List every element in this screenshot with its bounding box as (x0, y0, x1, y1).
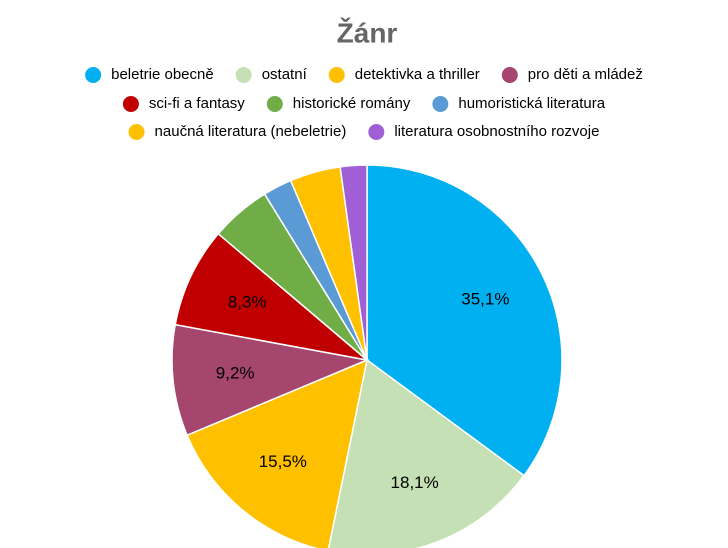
legend-row: naučná literatura (nebeletrie) literatura… (128, 123, 599, 140)
legend-marker (122, 96, 139, 112)
legend-label: detektivka a thriller (355, 66, 480, 83)
pie-slice (327, 358, 526, 548)
chart-title: Žánr (337, 17, 398, 48)
data-label: 15,5% (259, 452, 307, 471)
data-label: 9,2% (216, 364, 255, 383)
pie-slice (174, 232, 370, 362)
legend-marker (85, 67, 102, 83)
legend-row: beletrie obecně ostatní detektivka a thril… (85, 66, 643, 83)
legend-marker (235, 67, 252, 83)
legend-marker (328, 67, 345, 83)
pie-slice (366, 164, 563, 477)
legend-marker (501, 67, 518, 83)
legend-label: humoristická literatura (458, 95, 605, 112)
data-label: 8,3% (228, 293, 267, 312)
pie-slice (171, 323, 370, 437)
legend-marker (432, 96, 449, 112)
legend-marker (368, 124, 385, 140)
data-label: 35,1% (461, 290, 509, 309)
legend-label: naučná literatura (nebeletrie) (155, 123, 347, 140)
data-label: 18,1% (391, 473, 439, 492)
legend-marker (266, 96, 283, 112)
legend-label: sci-fi a fantasy (149, 95, 245, 112)
legend-label: pro děti a mládež (528, 66, 643, 83)
legend-label: beletrie obecně (111, 66, 214, 83)
legend-label: literatura osobnostního rozvoje (394, 123, 599, 140)
legend-row: sci-fi a fantasy historické romány humoris… (122, 95, 606, 112)
legend-marker (128, 124, 145, 140)
pie-slice (339, 164, 368, 361)
pie-slice (186, 358, 369, 548)
legend-label: ostatní (262, 66, 308, 83)
legend-label: historické romány (293, 95, 411, 112)
